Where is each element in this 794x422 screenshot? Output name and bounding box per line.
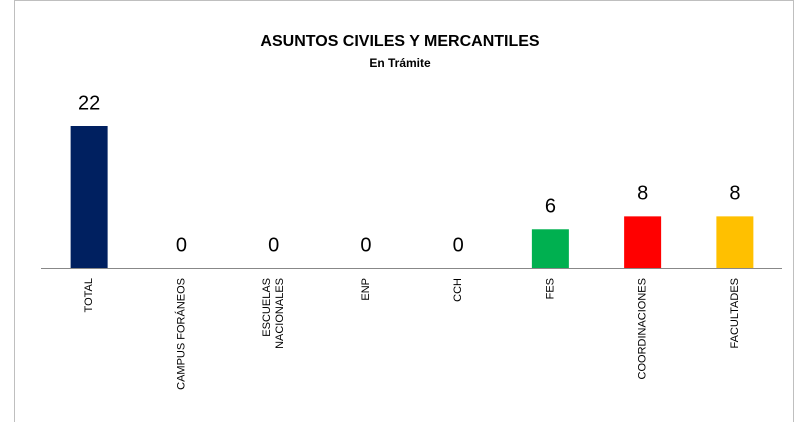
bar [624, 216, 662, 268]
value-label: 8 [637, 183, 648, 205]
value-label: 22 [78, 92, 100, 114]
value-label: 0 [268, 234, 279, 256]
chart-subtitle: En Trámite [369, 56, 431, 70]
value-label: 0 [176, 234, 187, 256]
bar [70, 126, 108, 268]
x-tick-label: ESCUELASNACIONALES [261, 278, 286, 349]
value-label: 0 [360, 234, 371, 256]
x-tick-label: CCH [452, 278, 464, 302]
x-tick-label: FES [544, 278, 556, 299]
x-tick-label: TOTAL [83, 278, 95, 312]
value-label: 8 [729, 183, 740, 205]
x-tick-label: ENP [360, 278, 372, 301]
bar [531, 229, 569, 268]
value-label: 0 [453, 234, 464, 256]
x-tick-label: CAMPUS FORÁNEOS [174, 278, 187, 390]
bar [716, 216, 754, 268]
value-label: 6 [545, 196, 556, 218]
chart-title: ASUNTOS CIVILES Y MERCANTILES [260, 33, 539, 50]
x-tick-label: COORDINACIONES [637, 278, 649, 379]
x-tick-label: FACULTADES [729, 278, 741, 349]
